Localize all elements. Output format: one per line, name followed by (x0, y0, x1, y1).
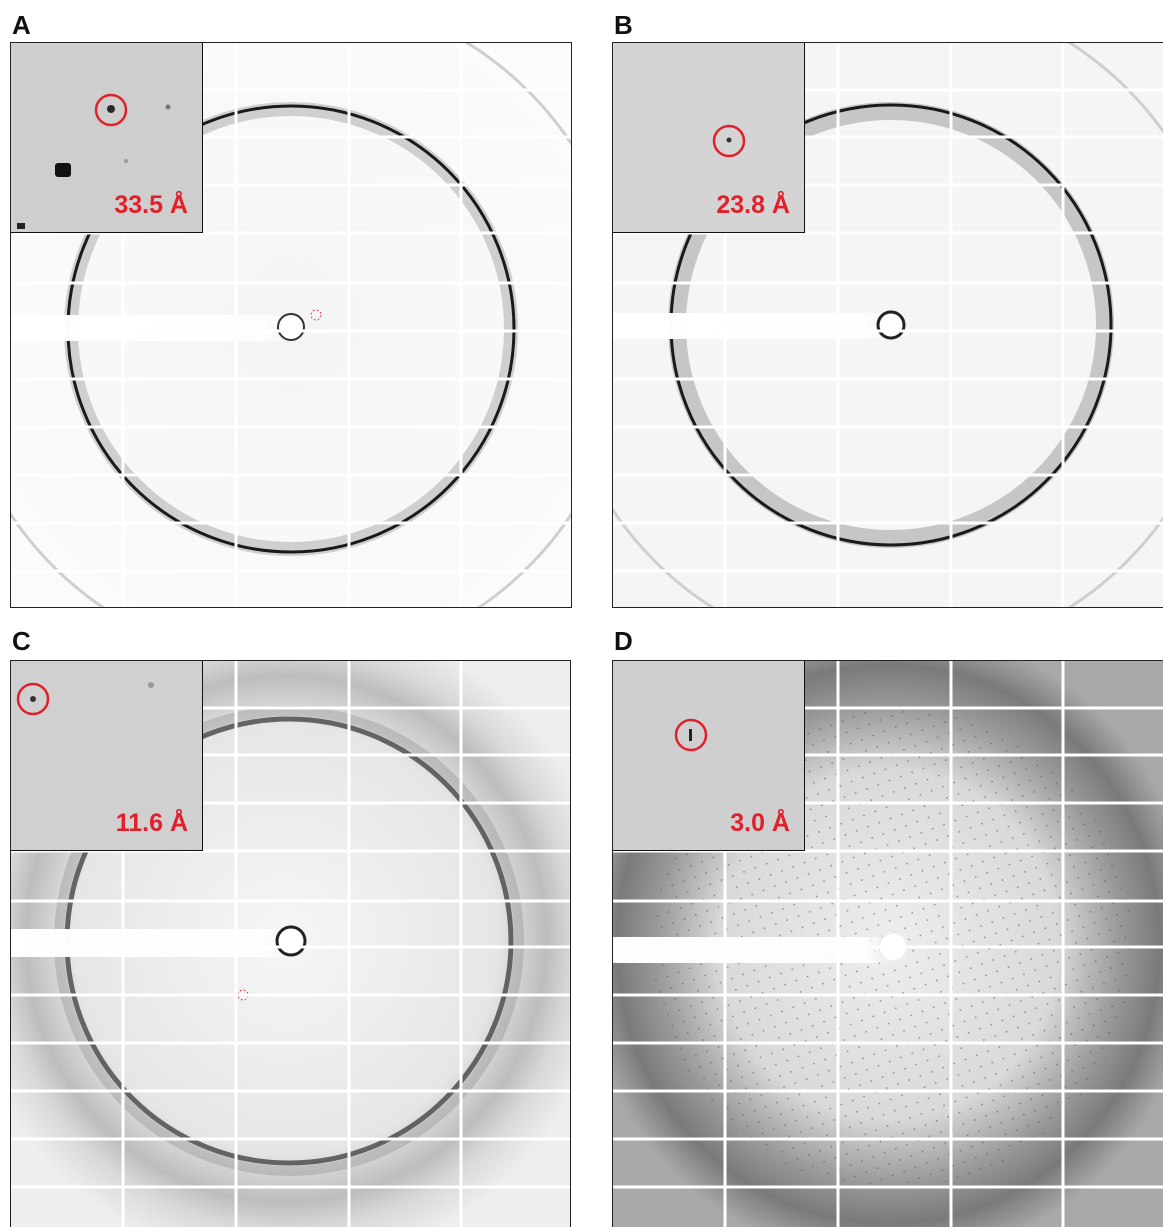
detector-module-gaps (11, 43, 571, 607)
diffraction-panel-c: 11.6 Å (10, 660, 571, 1227)
panel-label-b: B (614, 10, 633, 40)
diffraction-panel-d: 3.0 Å (612, 660, 1163, 1227)
highlighted-spot-ring (674, 718, 708, 752)
panel-label-d: D (614, 626, 633, 656)
zoom-inset-c: 11.6 Å (11, 661, 203, 851)
diffraction-panel-a: 33.5 Å (10, 42, 572, 608)
beamstop-shadow (11, 929, 291, 957)
diffraction-panel-b: 23.8 Å (612, 42, 1163, 608)
predicted-spot (310, 309, 322, 321)
resolution-label-b: 23.8 Å (716, 191, 790, 219)
beam-center (275, 925, 307, 957)
beamstop-shadow (613, 313, 891, 339)
diffraction-image-a (11, 43, 571, 607)
beam-center (876, 310, 906, 340)
zoom-inset-a: 33.5 Å (11, 43, 203, 233)
zoom-inset-b: 23.8 Å (613, 43, 805, 233)
detector-module-gaps (11, 661, 570, 1227)
highlighted-spot-ring (712, 124, 746, 158)
panel-label-a: A (12, 10, 31, 40)
resolution-label-a: 33.5 Å (114, 191, 188, 219)
detector-module-gaps (613, 43, 1163, 607)
beamstop-shadow (11, 315, 291, 341)
beam-center (277, 313, 305, 341)
resolution-label-c: 11.6 Å (115, 809, 188, 837)
zoom-inset-d: 3.0 Å (613, 661, 805, 851)
beamstop-shadow (613, 937, 893, 963)
highlighted-spot-ring (16, 682, 50, 716)
panel-label-c: C (12, 626, 31, 656)
resolution-label-d: 3.0 Å (730, 809, 790, 837)
highlighted-spot-ring (94, 93, 128, 127)
